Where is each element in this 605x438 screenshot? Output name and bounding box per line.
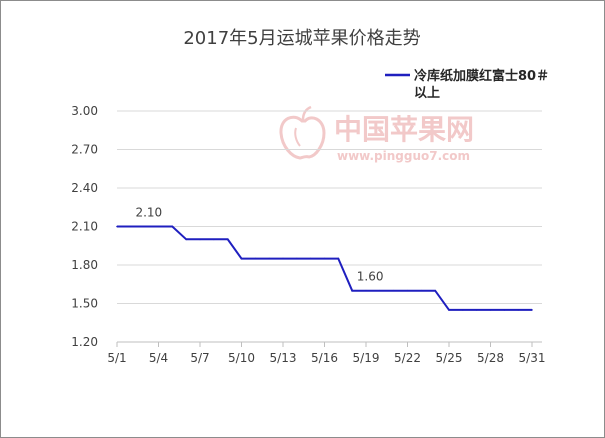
data-point	[462, 309, 464, 311]
y-tick-label: 1.80	[71, 258, 98, 272]
data-point	[213, 238, 215, 241]
y-tick-label: 2.10	[71, 220, 98, 234]
watermark: 中国苹果网 www.pingguo7.com	[279, 105, 474, 163]
data-point	[517, 309, 519, 311]
y-tick-label: 1.50	[71, 297, 98, 311]
data-point	[406, 289, 409, 292]
apple-logo-icon	[279, 105, 326, 160]
watermark-site: www.pingguo7.com	[337, 149, 470, 163]
data-point	[296, 257, 298, 260]
data-point	[199, 238, 201, 241]
y-tick-label: 3.00	[71, 104, 98, 118]
data-point	[240, 257, 243, 260]
data-point	[226, 238, 229, 241]
watermark-brand: 中国苹果网	[334, 113, 474, 146]
x-tick-label: 5/28	[477, 351, 504, 365]
x-tick-label: 5/16	[311, 351, 338, 365]
data-point	[448, 309, 450, 311]
data-point	[185, 238, 187, 241]
data-point	[531, 309, 533, 311]
data-point	[489, 309, 492, 311]
data-point	[351, 289, 353, 292]
legend-label: 冷库纸加膜红富士80＃以上	[414, 68, 549, 101]
x-tick-label: 5/1	[107, 351, 126, 365]
x-tick-label: 5/31	[519, 351, 546, 365]
data-point	[475, 309, 478, 311]
annotation-layer: 2.10 1.60	[135, 206, 383, 284]
y-tick-label: 2.70	[71, 143, 98, 157]
x-tick-label: 5/22	[394, 351, 421, 365]
data-point	[157, 225, 160, 228]
data-point	[392, 289, 395, 292]
data-label: 1.60	[357, 270, 384, 284]
x-tick-label: 5/19	[353, 351, 380, 365]
data-point	[420, 289, 423, 292]
data-point	[171, 225, 174, 228]
legend: 冷库纸加膜红富士80＃以上	[385, 68, 549, 101]
data-point	[323, 257, 326, 260]
data-point	[282, 257, 284, 260]
y-tick-label: 1.20	[71, 335, 98, 349]
data-point	[130, 225, 132, 228]
chart-title: 2017年5月运城苹果价格走势	[183, 28, 420, 49]
data-point	[143, 225, 146, 228]
x-tick-label: 5/13	[270, 351, 297, 365]
x-tick-label: 5/10	[228, 351, 255, 365]
x-tick-label: 5/7	[190, 351, 209, 365]
data-point	[337, 257, 340, 260]
x-tick-label: 5/4	[149, 351, 168, 365]
data-point	[309, 257, 312, 260]
data-label: 2.10	[135, 206, 162, 220]
x-tick-label: 5/25	[436, 351, 463, 365]
data-point	[254, 257, 257, 260]
y-tick-label: 2.40	[71, 181, 98, 195]
series-layer	[116, 225, 533, 311]
data-point	[379, 289, 381, 292]
data-point	[116, 225, 118, 228]
grid-lines	[117, 110, 542, 343]
data-point	[268, 257, 270, 260]
y-axis-ticks: 3.00 2.70 2.40 2.10 1.80 1.50 1.20	[71, 104, 98, 349]
x-axis-ticks: 5/1 5/4 5/7 5/10 5/13 5/16 5/19 5/22 5/25 5/28 5/3…	[107, 342, 545, 365]
data-point	[434, 289, 436, 292]
data-point	[365, 289, 367, 292]
data-point	[503, 309, 506, 311]
